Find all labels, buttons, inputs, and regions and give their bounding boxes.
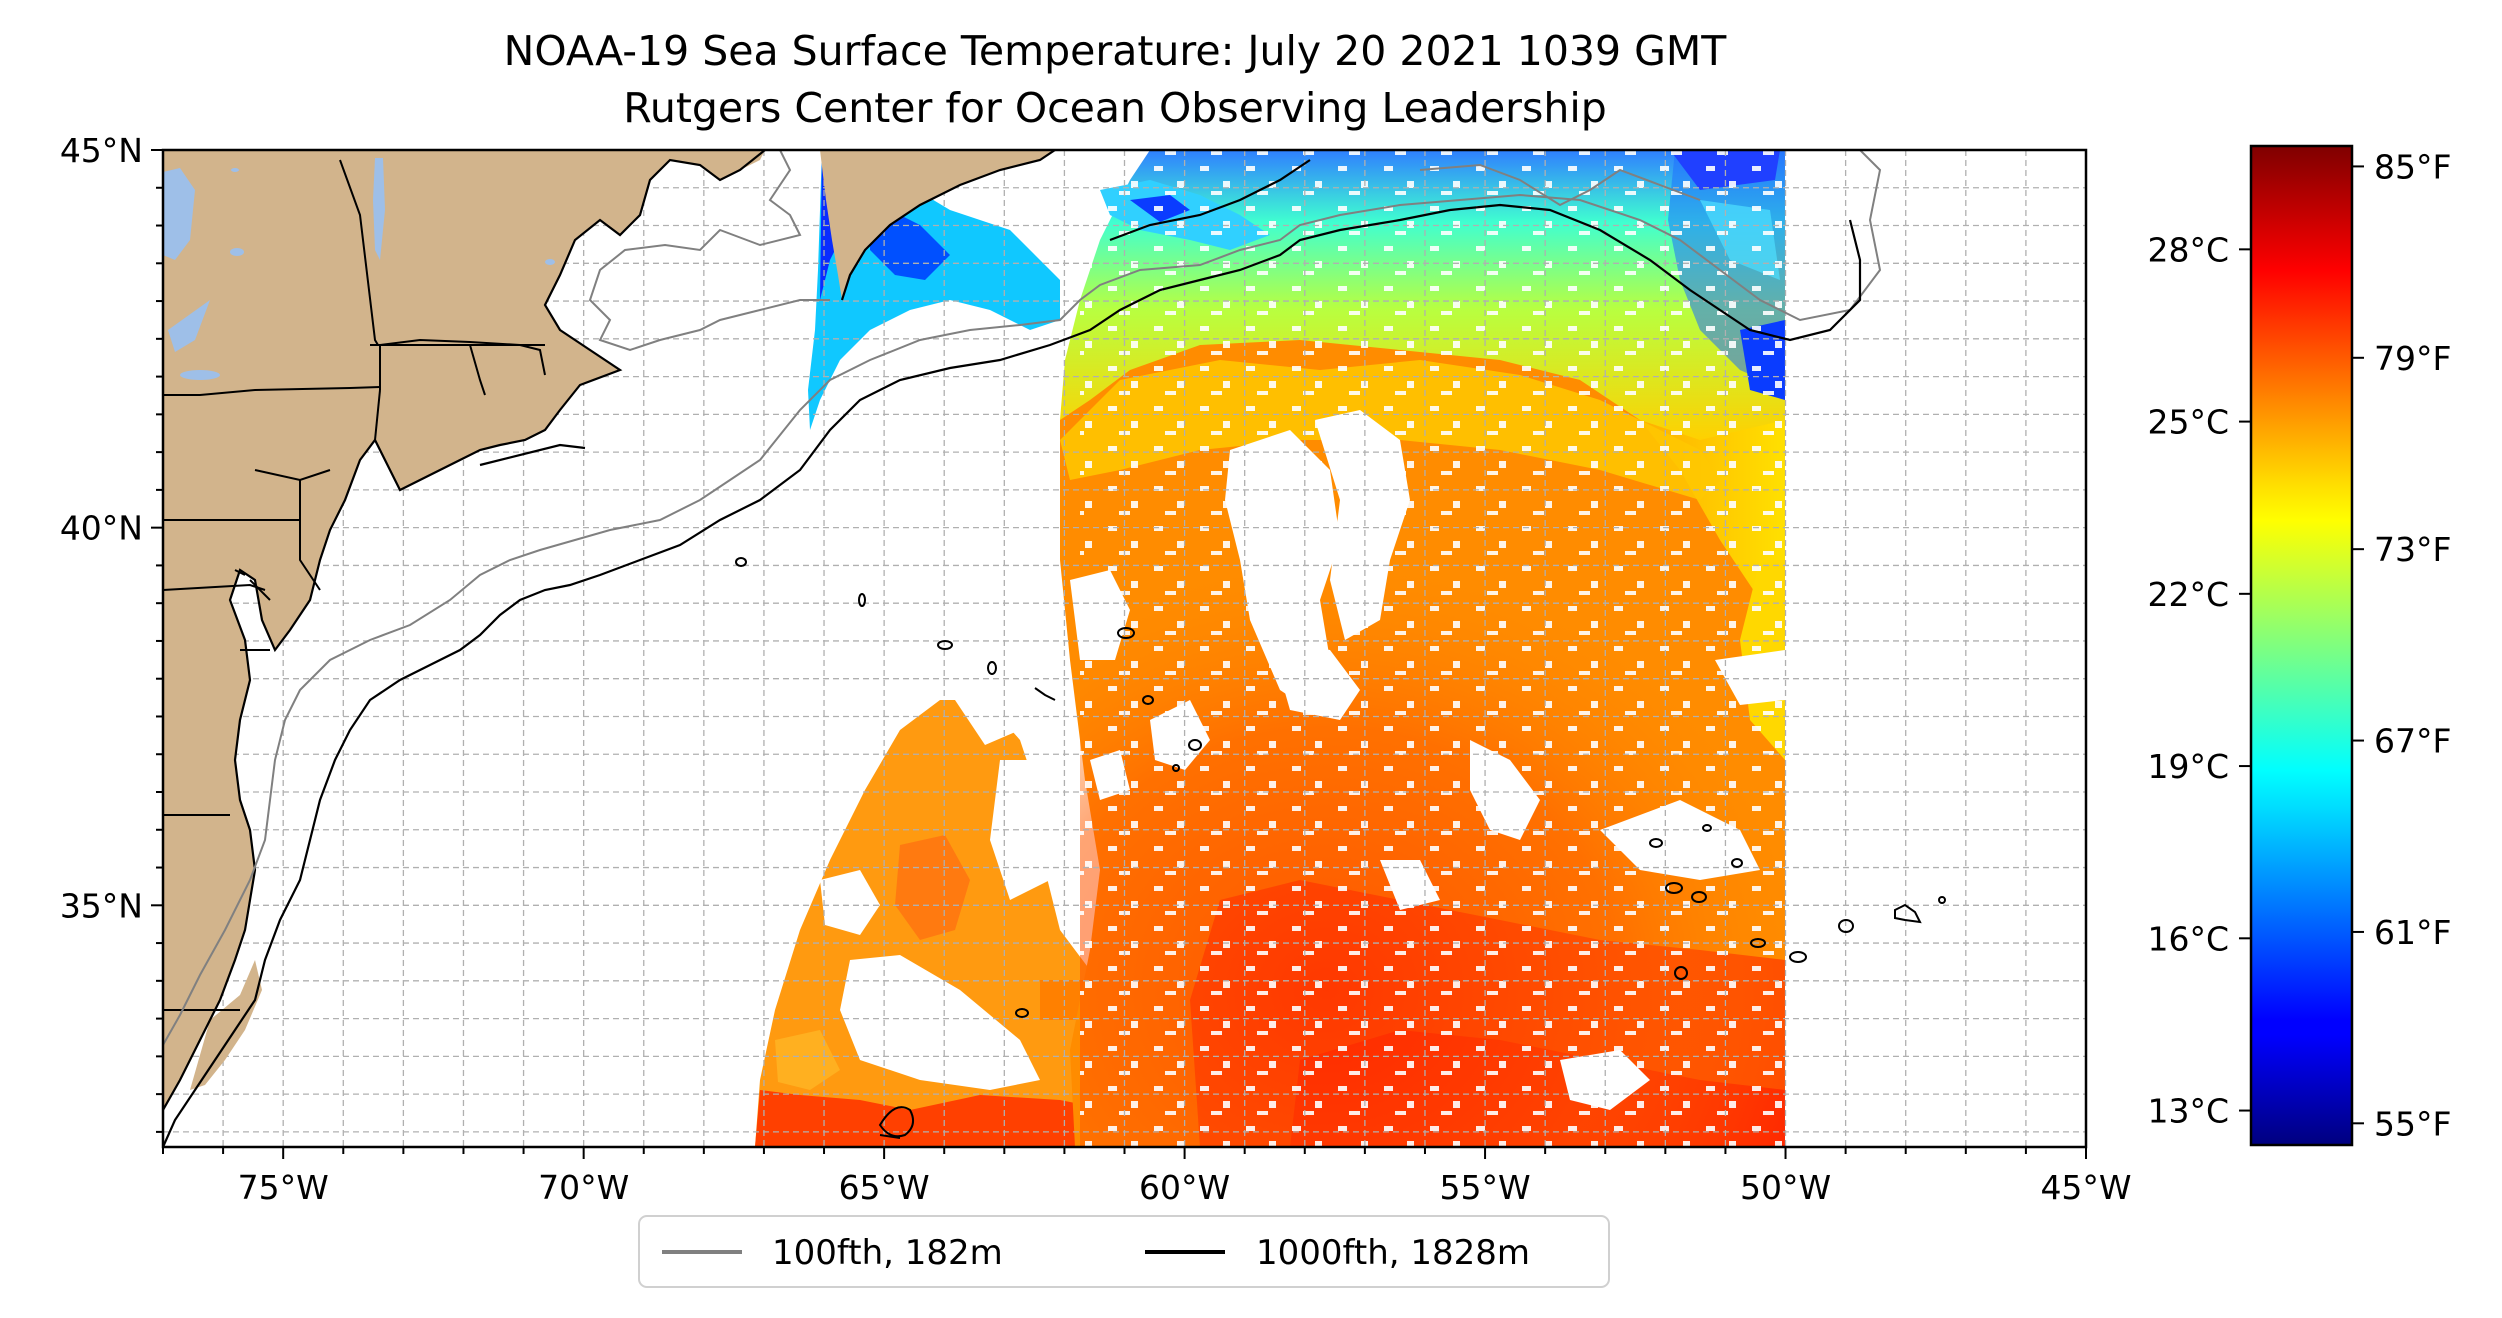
- land: [163, 150, 1055, 1110]
- colorbar-fahrenheit-label: 79°F: [2374, 339, 2451, 378]
- lakes: [163, 158, 555, 380]
- isobath-100fth-georges: [588, 150, 830, 352]
- lon-tick-label: 70°W: [538, 1168, 629, 1207]
- lon-tick-label: 55°W: [1440, 1168, 1531, 1207]
- map-panel: [163, 150, 2086, 1147]
- colorbar-fahrenheit-label: 85°F: [2374, 147, 2451, 186]
- lon-tick-label: 50°W: [1740, 1168, 1831, 1207]
- colorbar-celsius-label: 19°C: [2147, 747, 2229, 786]
- colorbar-fahrenheit-label: 67°F: [2374, 722, 2451, 761]
- colorbar-celsius-label: 22°C: [2147, 575, 2229, 614]
- seamounts: [735, 557, 1946, 1139]
- colorbar-celsius-label: 16°C: [2147, 919, 2229, 958]
- lat-tick-label: 45°N: [60, 131, 143, 170]
- colorbar-fahrenheit-label: 55°F: [2374, 1104, 2451, 1143]
- map-title: NOAA-19 Sea Surface Temperature: July 20…: [504, 27, 1728, 75]
- lon-tick-label: 45°W: [2040, 1168, 2131, 1207]
- isobaths: [163, 150, 1882, 1147]
- legend: 100fth, 182m 1000fth, 1828m: [638, 1215, 1610, 1288]
- lon-tick-label: 75°W: [238, 1168, 329, 1207]
- lat-tick-label: 35°N: [60, 886, 143, 925]
- colorbar-ticks: 13°C 16°C 19°C 22°C 25°C 28°C 55°F 61°F 67°F 73°F…: [2147, 147, 2451, 1143]
- lat-tick-label: 40°N: [60, 509, 143, 548]
- legend-box: [638, 1215, 1610, 1288]
- colorbar-fahrenheit-label: 61°F: [2374, 913, 2451, 952]
- legend-label-100fth: 100fth, 182m: [772, 1233, 1003, 1273]
- colorbar: 13°C 16°C 19°C 22°C 25°C 28°C 55°F 61°F 67°F 73°F…: [2147, 144, 2451, 1147]
- colorbar-celsius-label: 13°C: [2147, 1092, 2229, 1131]
- colorbar-gradient: [2249, 144, 2354, 1147]
- isobath-1000fth: [163, 203, 1862, 1147]
- lat-axis: 45°N 40°N 35°N: [60, 131, 163, 1133]
- map-subtitle: Rutgers Center for Ocean Observing Leade…: [623, 84, 1607, 132]
- colorbar-celsius-label: 25°C: [2147, 403, 2229, 442]
- legend-label-1000fth: 1000fth, 1828m: [1256, 1233, 1530, 1273]
- coastline: [163, 150, 1056, 1111]
- lon-tick-label: 60°W: [1139, 1168, 1230, 1207]
- isobath-100fth: [163, 150, 1882, 1046]
- lon-axis: 75°W 70°W 65°W 60°W 55°W 50°W 45°W: [162, 1147, 2132, 1207]
- lon-tick-label: 65°W: [839, 1168, 930, 1207]
- state-borders: [163, 159, 546, 1011]
- colorbar-fahrenheit-label: 73°F: [2374, 530, 2451, 569]
- colorbar-celsius-label: 28°C: [2147, 230, 2229, 269]
